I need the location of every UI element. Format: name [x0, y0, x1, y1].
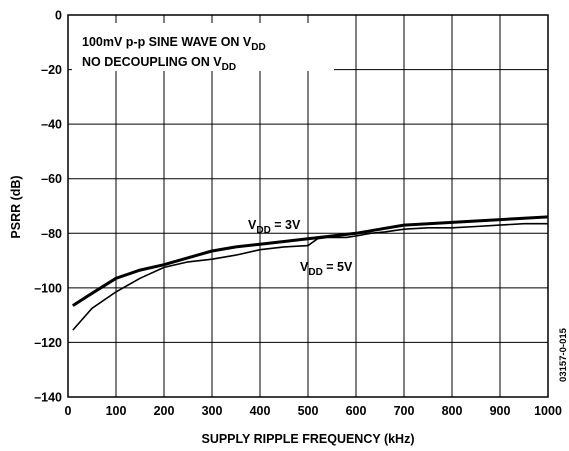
annotation-line-1: 100mV p-p SINE WAVE ON VDD: [82, 35, 266, 53]
plot-frame: [67, 14, 549, 398]
y-tick-label: –40: [41, 118, 62, 132]
x-tick-label: 200: [154, 404, 175, 418]
x-tick-label: 800: [442, 404, 463, 418]
y-tick-label: –80: [41, 227, 62, 241]
plot-border: [67, 14, 549, 398]
x-tick-label: 300: [202, 404, 223, 418]
annotation-box: [72, 23, 334, 71]
series-line-1: [72, 222, 548, 331]
x-tick-label: 1000: [534, 404, 562, 418]
figure-code: 03157-0-015: [558, 327, 569, 382]
x-tick-label: 100: [106, 404, 127, 418]
x-tick-label: 600: [346, 404, 367, 418]
y-tick-label: –100: [34, 281, 62, 295]
y-tick-label: –60: [41, 172, 62, 186]
series-lines: [71, 215, 549, 331]
y-tick-label: –120: [34, 336, 62, 350]
x-tick-label: 700: [394, 404, 415, 418]
y-tick-label: 0: [55, 9, 62, 23]
series-label-vdd-5v: VDD = 5V: [300, 260, 353, 278]
y-axis-title: PSRR (dB): [9, 175, 23, 238]
grid-lines: [68, 15, 548, 397]
x-tick-label: 500: [298, 404, 319, 418]
y-tick-label: –140: [34, 391, 62, 405]
y-tick-label: –20: [41, 63, 62, 77]
annotation-line-2: NO DECOUPLING ON VDD: [82, 55, 236, 73]
x-tick-label: 0: [65, 404, 72, 418]
series-line-0: [71, 215, 549, 307]
x-tick-label: 400: [250, 404, 271, 418]
x-axis-title: SUPPLY RIPPLE FREQUENCY (kHz): [201, 432, 414, 446]
x-tick-label: 900: [490, 404, 511, 418]
series-label-vdd-3v: VDD = 3V: [248, 218, 301, 236]
